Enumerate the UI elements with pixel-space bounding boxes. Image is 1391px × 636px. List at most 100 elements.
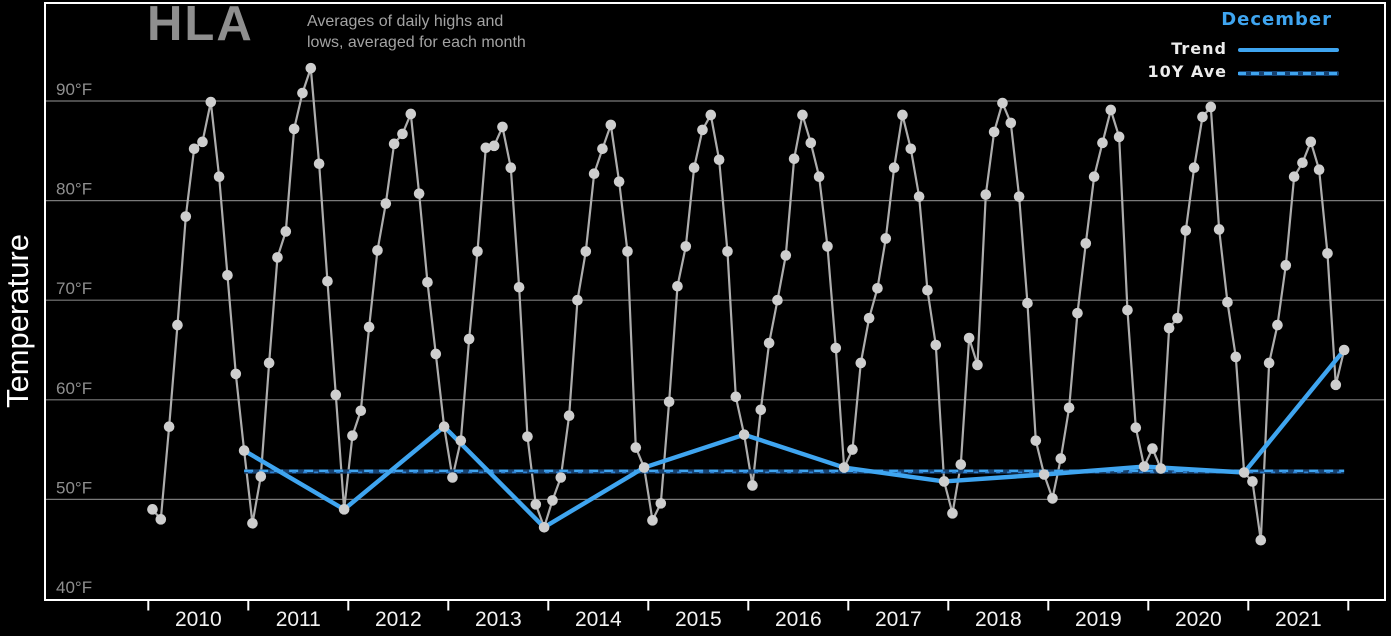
x-tick-label: 2021	[1275, 608, 1322, 631]
y-tick-label: 80°F	[56, 180, 92, 199]
data-point	[480, 142, 492, 154]
data-point	[1305, 136, 1317, 148]
data-point	[197, 136, 208, 148]
chart-subtitle-line1: Averages of daily highs and	[307, 13, 504, 30]
chart-subtitle: Averages of daily highs and lows, averag…	[307, 11, 526, 53]
data-point	[213, 171, 225, 182]
data-point	[230, 368, 242, 380]
data-point	[672, 280, 683, 292]
x-tick-label: 2011	[276, 608, 321, 631]
data-point	[422, 276, 433, 288]
data-point	[547, 495, 558, 506]
data-point	[405, 108, 417, 120]
data-point	[630, 442, 642, 453]
data-point	[713, 154, 725, 166]
data-point	[1288, 171, 1300, 182]
data-point	[522, 431, 533, 442]
logo-hla: HLA	[147, 0, 254, 51]
data-point	[1222, 296, 1233, 308]
data-point	[1205, 101, 1217, 113]
data-point	[872, 282, 883, 294]
data-point	[638, 462, 650, 473]
data-point	[772, 294, 783, 306]
data-point	[572, 294, 583, 306]
data-point	[688, 162, 700, 174]
data-point	[1030, 435, 1042, 446]
december-trend-line	[241, 347, 1347, 530]
legend-label-10y-ave: 10Y Ave	[1147, 62, 1227, 81]
data-point	[313, 158, 325, 170]
data-point	[730, 391, 742, 403]
data-point	[505, 162, 517, 174]
data-point	[538, 521, 550, 533]
x-tick-label: 2012	[375, 608, 422, 631]
x-tick-label: 2017	[875, 608, 922, 631]
data-point	[747, 480, 758, 491]
data-point	[880, 233, 892, 244]
data-point	[263, 357, 275, 369]
data-point	[1047, 493, 1058, 504]
data-point	[1138, 461, 1150, 472]
legend-label-trend: Trend	[1171, 39, 1227, 58]
y-axis-title: Temperature	[0, 233, 35, 409]
data-point	[822, 241, 833, 252]
data-point	[780, 250, 792, 261]
y-tick-label: 90°F	[56, 80, 92, 99]
data-point	[222, 270, 233, 281]
data-point	[1172, 312, 1183, 324]
data-point	[972, 359, 983, 371]
data-point	[413, 188, 425, 199]
data-point	[605, 119, 617, 131]
data-point	[913, 191, 925, 202]
data-point	[1038, 469, 1050, 480]
data-point	[288, 123, 300, 135]
data-point	[363, 321, 375, 333]
data-point	[247, 518, 258, 529]
data-point	[513, 281, 525, 293]
data-point	[1163, 322, 1175, 334]
data-point	[1180, 225, 1192, 236]
data-point	[797, 109, 808, 121]
data-point	[1155, 463, 1167, 474]
data-point	[1063, 402, 1075, 414]
data-point	[1097, 137, 1108, 149]
data-point	[180, 211, 192, 222]
data-point	[647, 515, 658, 526]
data-point	[1238, 467, 1250, 478]
data-point	[847, 444, 858, 455]
data-point	[238, 445, 250, 456]
data-point	[997, 97, 1008, 109]
legend-title-december: December	[1221, 9, 1332, 30]
data-point	[530, 499, 542, 510]
data-point	[1313, 164, 1325, 176]
data-point	[330, 389, 342, 401]
data-point	[588, 168, 600, 180]
data-point	[497, 121, 508, 133]
data-point	[1113, 131, 1125, 143]
data-point	[980, 189, 992, 200]
data-point	[613, 176, 625, 187]
data-point	[1080, 238, 1092, 249]
data-point	[297, 87, 308, 99]
data-point	[455, 435, 467, 446]
x-tick-label: 2013	[475, 608, 522, 631]
x-tick-label: 2010	[175, 608, 222, 631]
data-point	[1088, 171, 1100, 182]
y-tick-label: 60°F	[56, 379, 92, 398]
data-point	[463, 333, 475, 345]
data-point	[663, 396, 675, 408]
data-point	[988, 126, 1000, 138]
data-point	[722, 246, 733, 257]
data-point	[147, 504, 158, 515]
data-point	[1272, 319, 1283, 331]
data-point	[1338, 344, 1350, 356]
data-point	[905, 143, 917, 155]
data-point	[1263, 357, 1275, 369]
data-point	[863, 312, 875, 324]
data-point	[738, 429, 750, 440]
data-point	[897, 109, 908, 121]
data-point	[580, 246, 592, 257]
data-point	[1105, 104, 1117, 116]
